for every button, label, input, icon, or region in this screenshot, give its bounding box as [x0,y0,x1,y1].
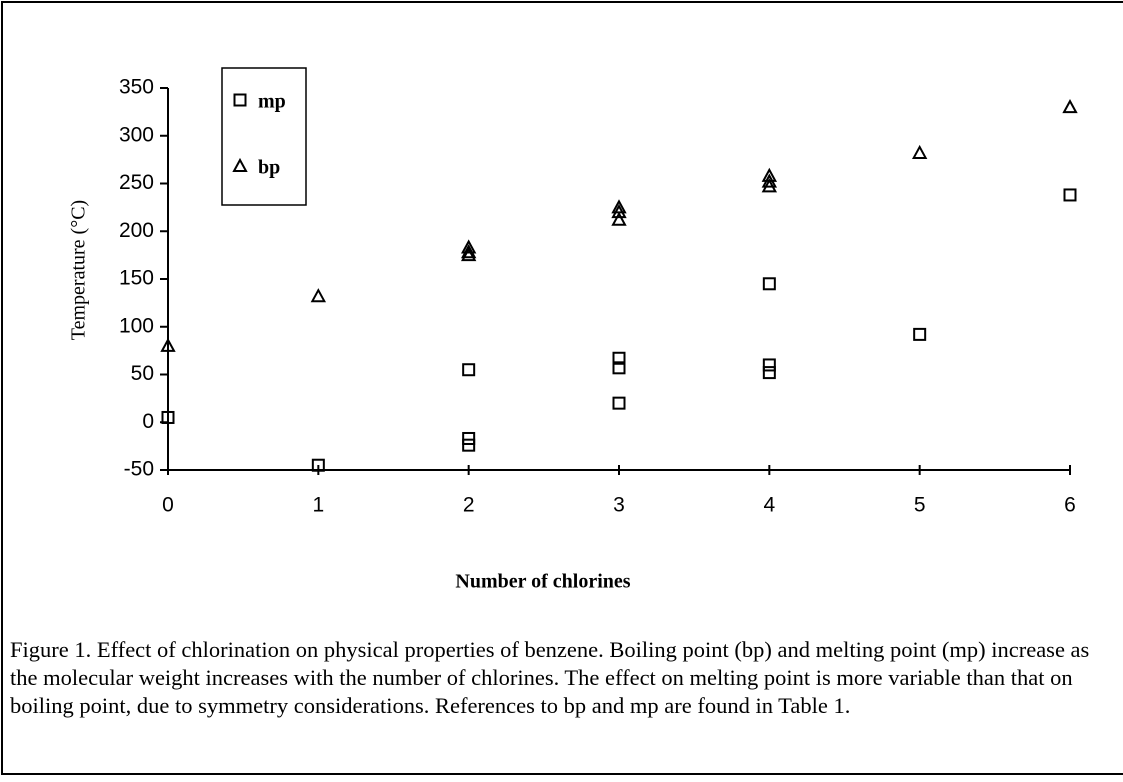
marker [762,277,776,291]
marker [611,204,627,219]
y-tick-label: 50 [131,362,154,385]
x-tick-label: 5 [914,494,926,517]
legend-label: bp [258,157,280,179]
marker [612,361,626,375]
x-tick-label: 4 [763,494,775,517]
marker [761,178,778,193]
y-tick-label: 200 [119,219,154,242]
marker [310,288,327,303]
marker [913,327,927,341]
x-tick-label: 3 [613,494,625,517]
marker [1062,99,1078,114]
marker [611,211,627,226]
x-tick-label: 2 [463,494,475,517]
marker [233,93,247,107]
marker [161,410,175,424]
y-tick-label: -50 [124,458,154,481]
y-tick-label: 300 [119,123,154,146]
marker [462,431,476,445]
y-tick-label: 250 [119,171,154,194]
marker [911,144,928,159]
marker [460,239,477,254]
caption: Figure 1. Effect of chlorination on phys… [10,637,1090,718]
marker [460,247,477,262]
marker [232,157,248,172]
y-tick-label: 150 [119,267,154,290]
marker [612,351,626,365]
x-tick-label: 0 [162,494,174,517]
marker [160,337,176,352]
legend-box [221,67,307,206]
y-tick-label: 350 [119,76,154,99]
marker [762,366,776,380]
legend-label: mp [258,91,286,113]
x-tick-label: 6 [1064,494,1076,517]
marker [460,244,477,259]
marker [761,173,778,188]
marker [762,358,776,372]
marker [311,458,325,472]
marker [612,396,626,410]
x-tick-label: 1 [312,494,324,517]
marker [462,363,476,377]
marker [1063,188,1077,202]
x-axis-label: Number of chlorines [455,571,630,593]
marker [462,438,476,452]
y-tick-label: 0 [142,410,154,433]
y-axis-label: Temperature (°C) [68,200,90,340]
y-tick-label: 100 [119,314,154,337]
